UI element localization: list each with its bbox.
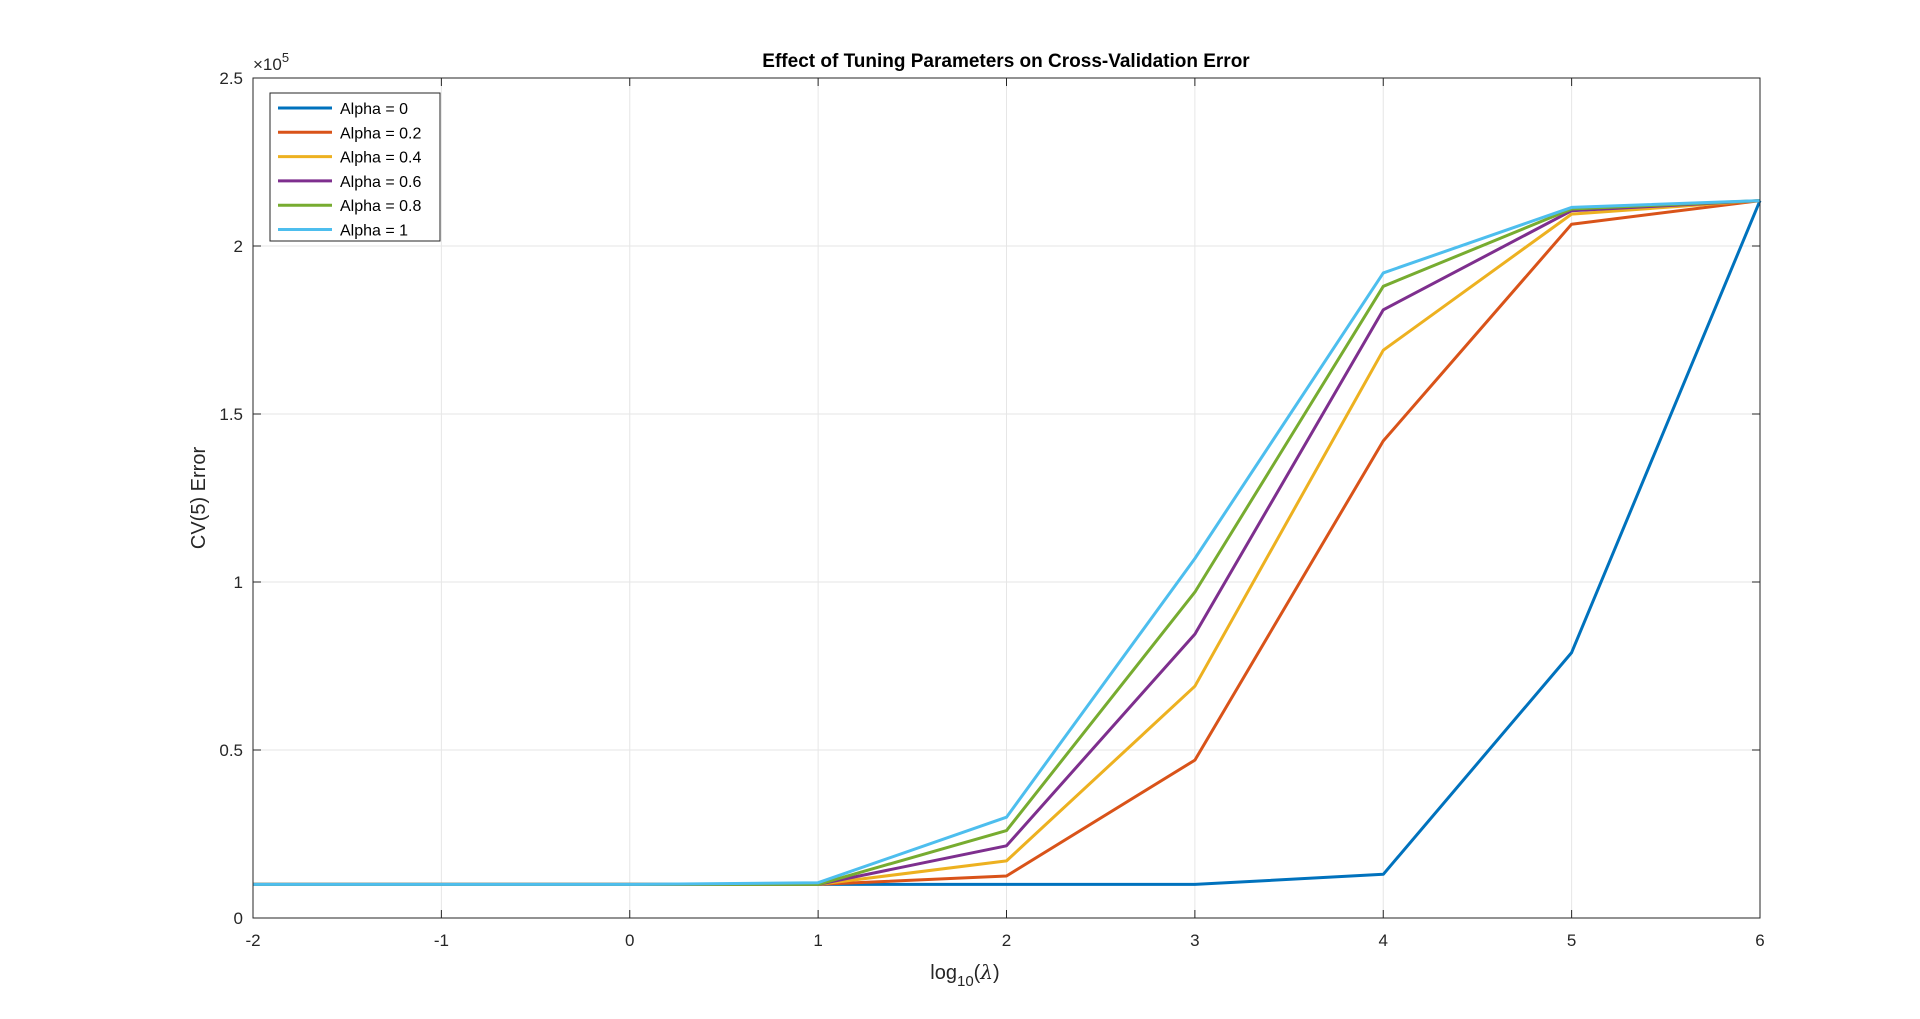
y-tick-labels: 0 0.5 1 1.5 2 2.5 (219, 69, 243, 928)
chart-title: Effect of Tuning Parameters on Cross-Val… (762, 51, 1250, 72)
x-tick-label: 6 (1755, 931, 1764, 950)
series-layer (253, 199, 1762, 886)
x-axis-label: log10(λ) (930, 960, 999, 990)
legend: Alpha = 0 Alpha = 0.2 Alpha = 0.4 Alpha = 0… (269, 92, 441, 242)
y-tick-label: 2 (234, 237, 243, 256)
x-tick-label: -2 (245, 931, 260, 950)
legend-box (269, 92, 441, 242)
y-tick-label: 1 (234, 573, 243, 592)
legend-label-0: Alpha = 0 (340, 101, 408, 118)
x-tick-label: 3 (1190, 931, 1199, 950)
x-tick-labels: -2 -1 0 1 2 3 4 5 6 (245, 931, 1764, 950)
y-axis-exponent: ×105 (253, 50, 289, 74)
legend-label-1: Alpha = 0.2 (340, 125, 422, 142)
y-tick-label: 2.5 (219, 69, 243, 88)
x-tick-label: 0 (625, 931, 634, 950)
legend-label-2: Alpha = 0.4 (340, 150, 422, 167)
tick-marks (252, 77, 1761, 919)
y-axis-label: CV(5) Error (188, 447, 210, 550)
y-tick-label: 1.5 (219, 405, 243, 424)
legend-label-4: Alpha = 0.8 (340, 198, 422, 215)
y-tick-label: 0.5 (219, 741, 243, 760)
x-tick-label: -1 (434, 931, 449, 950)
series-line-5 (253, 199, 1761, 886)
legend-label-5: Alpha = 1 (340, 223, 408, 240)
y-tick-label: 0 (234, 909, 243, 928)
x-tick-label: 1 (813, 931, 822, 950)
legend-label-3: Alpha = 0.6 (340, 174, 422, 191)
x-tick-label: 2 (1002, 931, 1011, 950)
x-tick-label: 5 (1567, 931, 1576, 950)
x-tick-label: 4 (1379, 931, 1388, 950)
